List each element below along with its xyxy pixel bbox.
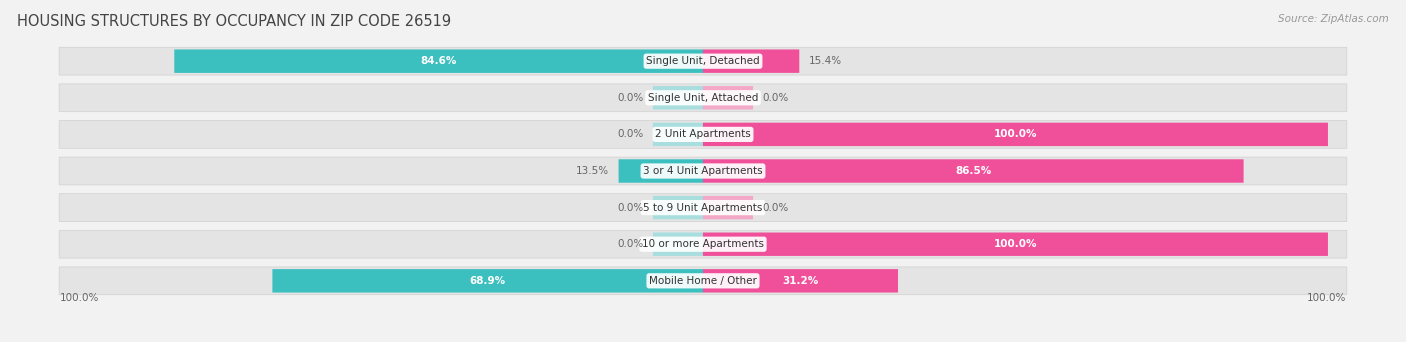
Text: 0.0%: 0.0% bbox=[762, 202, 789, 213]
Text: Mobile Home / Other: Mobile Home / Other bbox=[650, 276, 756, 286]
FancyBboxPatch shape bbox=[652, 196, 703, 219]
FancyBboxPatch shape bbox=[174, 50, 703, 73]
Text: 0.0%: 0.0% bbox=[617, 202, 644, 213]
FancyBboxPatch shape bbox=[59, 84, 1347, 112]
Text: 0.0%: 0.0% bbox=[617, 93, 644, 103]
FancyBboxPatch shape bbox=[59, 47, 1347, 75]
Text: 15.4%: 15.4% bbox=[808, 56, 842, 66]
Text: 100.0%: 100.0% bbox=[994, 239, 1038, 249]
FancyBboxPatch shape bbox=[59, 120, 1347, 148]
FancyBboxPatch shape bbox=[619, 159, 703, 183]
Text: Source: ZipAtlas.com: Source: ZipAtlas.com bbox=[1278, 14, 1389, 24]
FancyBboxPatch shape bbox=[703, 50, 799, 73]
Text: 100.0%: 100.0% bbox=[1308, 293, 1347, 303]
FancyBboxPatch shape bbox=[703, 159, 1243, 183]
FancyBboxPatch shape bbox=[703, 196, 754, 219]
FancyBboxPatch shape bbox=[59, 157, 1347, 185]
Text: HOUSING STRUCTURES BY OCCUPANCY IN ZIP CODE 26519: HOUSING STRUCTURES BY OCCUPANCY IN ZIP C… bbox=[17, 14, 451, 29]
FancyBboxPatch shape bbox=[703, 233, 1327, 256]
Text: 68.9%: 68.9% bbox=[470, 276, 506, 286]
Text: 100.0%: 100.0% bbox=[994, 129, 1038, 140]
FancyBboxPatch shape bbox=[59, 230, 1347, 258]
FancyBboxPatch shape bbox=[59, 267, 1347, 295]
Text: 3 or 4 Unit Apartments: 3 or 4 Unit Apartments bbox=[643, 166, 763, 176]
Text: 86.5%: 86.5% bbox=[955, 166, 991, 176]
FancyBboxPatch shape bbox=[273, 269, 703, 292]
FancyBboxPatch shape bbox=[652, 233, 703, 256]
Text: 31.2%: 31.2% bbox=[782, 276, 818, 286]
Text: 10 or more Apartments: 10 or more Apartments bbox=[643, 239, 763, 249]
FancyBboxPatch shape bbox=[652, 123, 703, 146]
Text: Single Unit, Attached: Single Unit, Attached bbox=[648, 93, 758, 103]
FancyBboxPatch shape bbox=[652, 86, 703, 109]
Text: Single Unit, Detached: Single Unit, Detached bbox=[647, 56, 759, 66]
FancyBboxPatch shape bbox=[703, 86, 754, 109]
FancyBboxPatch shape bbox=[59, 194, 1347, 222]
Text: 100.0%: 100.0% bbox=[59, 293, 98, 303]
Text: 5 to 9 Unit Apartments: 5 to 9 Unit Apartments bbox=[644, 202, 762, 213]
Text: 0.0%: 0.0% bbox=[762, 93, 789, 103]
Text: 2 Unit Apartments: 2 Unit Apartments bbox=[655, 129, 751, 140]
Text: 0.0%: 0.0% bbox=[617, 129, 644, 140]
FancyBboxPatch shape bbox=[703, 269, 898, 292]
Text: 13.5%: 13.5% bbox=[576, 166, 609, 176]
FancyBboxPatch shape bbox=[703, 123, 1327, 146]
Text: 84.6%: 84.6% bbox=[420, 56, 457, 66]
Text: 0.0%: 0.0% bbox=[617, 239, 644, 249]
